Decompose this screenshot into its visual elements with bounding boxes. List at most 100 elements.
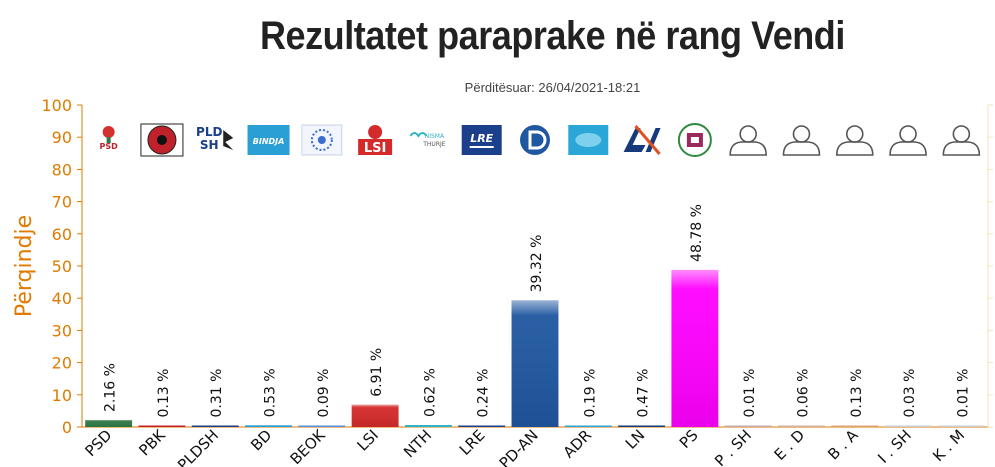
y-tick-label: 100 [41,96,72,115]
y-tick-label: 30 [52,321,72,340]
bar-shine [85,420,133,427]
bar[interactable] [564,425,612,428]
bar-value-label: 6.91 % [369,348,385,397]
logo-text: PSD [100,142,119,151]
party-logo-pldsh: PLDSH [196,125,234,152]
party-logo-lsi: LSI [358,125,393,156]
bar[interactable] [884,425,932,428]
y-tick-label: 20 [52,354,72,373]
bar[interactable] [831,425,879,428]
bar-value-label: 0.24 % [476,369,492,418]
logo-text: SH [200,138,219,152]
y-tick-label: 60 [52,225,72,244]
party-logo-adr [568,125,609,155]
bar[interactable] [458,425,506,428]
party-logo-person-icon [835,125,874,156]
category-label: PBK [135,425,169,459]
emblem-icon [317,136,326,144]
bar[interactable] [138,425,186,428]
logo-text: BINDJA [253,137,285,146]
bar[interactable] [298,425,346,428]
y-tick-label: 80 [52,160,72,179]
bar[interactable] [778,425,825,428]
logo-text: PLD [196,125,222,139]
slash-icon [634,125,661,155]
person-body-icon [942,141,981,156]
y-tick-label: 0 [62,418,72,437]
category-label: PD-AN [496,426,542,467]
chart-subtitle: Përditësuar: 26/04/2021-18:21 [464,80,641,95]
bar-value-label: 0.62 % [422,368,438,417]
bar[interactable] [191,425,239,428]
y-tick-label: 70 [52,193,72,212]
stars-icon [310,129,333,151]
bar-value-label: 39.32 % [529,235,545,293]
eagle-icon [156,135,167,145]
person-body-icon [729,141,767,156]
bar-value-label: 0.03 % [902,369,918,418]
party-logo-beok [301,124,343,156]
bar-value-label: 0.53 % [263,368,279,417]
bar-value-label: 2.16 % [103,363,119,412]
bar-value-label: 0.09 % [316,369,332,418]
bar-value-label: 0.01 % [955,369,971,418]
stem-icon [106,137,111,143]
party-logo-person-icon [942,125,981,156]
category-label: LSI [353,426,382,455]
person-body-icon [835,141,874,156]
logo-text: LSI [364,141,386,156]
party-logo-person-icon [889,125,927,156]
eagle-icon [223,130,234,150]
bar[interactable] [724,425,772,428]
logo-text: LRE [470,132,493,145]
category-label: PS [676,426,702,452]
logo-text: THURJE [422,141,446,148]
ln-letter-icon [645,128,661,152]
logo-text: NISMA [425,133,445,140]
bar-value-label: 48.78 % [689,204,705,262]
person-body-icon [782,141,821,156]
bar-value-label: 0.01 % [742,369,758,418]
category-label: ADR [560,426,596,462]
person-head-icon [792,125,811,143]
person-head-icon [899,125,917,143]
category-label: PLDSH [174,426,222,467]
category-label: I . SH [874,426,915,467]
y-tick-label: 90 [52,128,72,147]
ln-letter-icon [623,128,646,152]
wave-icon [409,132,428,138]
bar[interactable] [937,425,985,428]
bar[interactable] [404,425,452,427]
category-label: BEOK [287,425,330,467]
person-body-icon [889,141,927,156]
logo-frame [247,125,290,155]
party-logo-person-icon [782,125,821,156]
category-label: E . D [771,426,809,464]
bar-value-label: 0.47 % [636,369,652,418]
y-tick-label: 50 [52,257,72,276]
party-logo-psd: PSD [100,126,119,151]
party-logo-lre: LRE [461,125,502,155]
category-label: LRE [456,426,489,459]
bar-shine [351,404,399,427]
bar-shine [511,300,559,427]
emblem-icon [575,133,602,147]
bar[interactable] [245,425,292,427]
category-label: PSD [81,426,115,460]
person-head-icon [952,125,971,143]
party-logo-ps [677,123,712,157]
party-logo-ln [623,125,661,155]
party-logo-bd: BINDJA [247,125,290,155]
bar[interactable] [618,425,666,427]
party-logo-pd [520,125,550,155]
category-label: K . M [929,426,968,465]
person-head-icon [739,125,757,143]
y-tick-label: 10 [52,386,72,405]
party-logo-pbk [140,123,184,157]
category-label: BD [247,426,275,454]
bar-value-label: 0.31 % [209,369,225,418]
rose-icon [102,126,115,138]
bar-value-label: 0.19 % [582,369,598,418]
